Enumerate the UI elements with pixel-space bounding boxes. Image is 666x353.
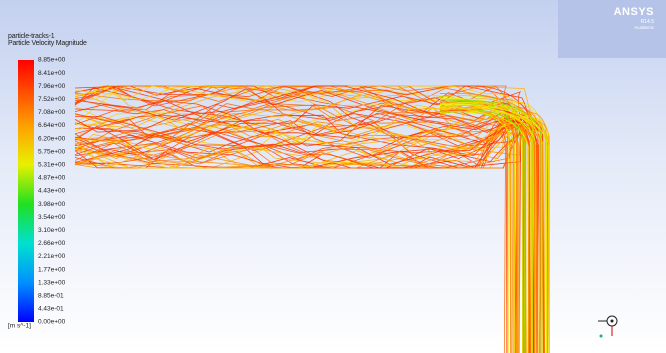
- legend-label: 3.10e+00: [38, 227, 66, 234]
- legend-label: 4.87e+00: [38, 175, 66, 182]
- axis-triad: [598, 316, 617, 338]
- track: [75, 86, 538, 353]
- legend-label: 6.64e+00: [38, 122, 66, 129]
- legend-label: 3.54e+00: [38, 214, 66, 221]
- legend-label: 8.85e+00: [38, 57, 66, 64]
- legend-label: 1.33e+00: [38, 279, 66, 286]
- track: [75, 115, 543, 353]
- legend-label: 6.20e+00: [38, 135, 66, 142]
- legend-label: 7.08e+00: [38, 109, 66, 116]
- track: [75, 86, 507, 353]
- legend-label: 7.96e+00: [38, 83, 66, 90]
- legend-label: 2.66e+00: [38, 240, 66, 247]
- viewport: particle-tracks-1 Particle Velocity Magn…: [0, 0, 666, 353]
- track: [75, 126, 530, 353]
- track: [75, 120, 545, 353]
- color-bar: [18, 60, 34, 322]
- legend-label: 2.21e+00: [38, 253, 66, 260]
- track: [75, 86, 523, 353]
- legend-label: 5.75e+00: [38, 148, 66, 155]
- track: [75, 105, 541, 353]
- legend-label: 0.00e+00: [38, 319, 66, 326]
- legend-label: 4.43e-01: [38, 306, 64, 313]
- legend-label: 7.52e+00: [38, 96, 66, 103]
- legend-label: 4.43e+00: [38, 188, 66, 195]
- particle-tracks: [75, 86, 550, 353]
- track: [75, 114, 536, 353]
- legend-label: 8.85e-01: [38, 293, 64, 300]
- legend-label: 1.77e+00: [38, 266, 66, 273]
- track: [75, 86, 506, 353]
- legend-label: 3.98e+00: [38, 201, 66, 208]
- legend-unit: [m s^-1]: [8, 323, 31, 330]
- scene: 8.85e+00 8.41e+00 7.96e+00 7.52e+00 7.08e+00…: [0, 0, 666, 353]
- legend-label: 5.31e+00: [38, 162, 66, 169]
- track: [75, 116, 535, 353]
- legend-label: 8.41e+00: [38, 70, 66, 77]
- track: [75, 86, 516, 353]
